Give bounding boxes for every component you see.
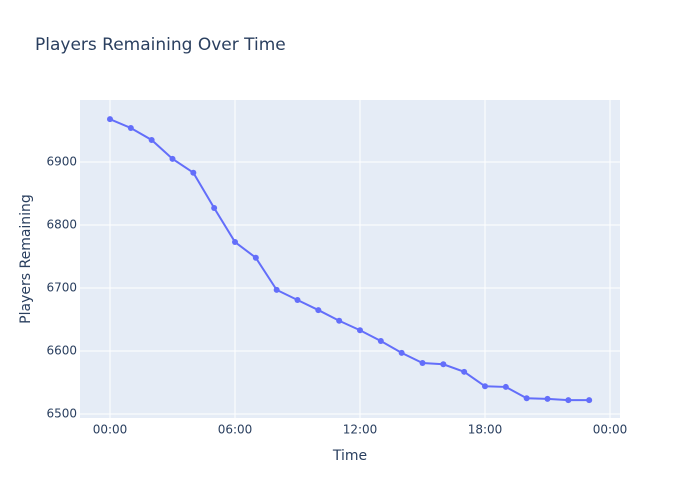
- x-tick-label: 18:00: [468, 423, 503, 437]
- y-axis-label: Players Remaining: [18, 194, 34, 324]
- data-point: [107, 116, 113, 123]
- y-tick-label: 6500: [46, 407, 77, 421]
- data-point: [482, 383, 488, 390]
- data-point: [502, 383, 509, 390]
- y-tick-label: 6700: [46, 281, 77, 295]
- data-point: [336, 317, 343, 324]
- data-point: [544, 395, 551, 402]
- x-tick-label: 12:00: [343, 423, 378, 437]
- data-point: [523, 395, 530, 402]
- data-point: [211, 204, 218, 211]
- data-point: [252, 254, 259, 261]
- data-point: [565, 397, 572, 404]
- data-line: [109, 118, 590, 402]
- x-tick-label: 00:00: [593, 423, 628, 437]
- y-tick-label: 6600: [46, 344, 77, 358]
- data-point: [169, 155, 176, 162]
- data-point: [419, 359, 426, 366]
- data-point: [586, 397, 593, 404]
- data-point: [190, 169, 197, 176]
- data-point: [232, 239, 238, 246]
- chart-title: Players Remaining Over Time: [35, 35, 286, 55]
- data-point: [398, 349, 405, 356]
- data-point: [377, 337, 384, 344]
- data-point: [148, 136, 155, 143]
- x-tick-label: 00:00: [93, 423, 128, 437]
- data-point: [440, 361, 447, 368]
- data-point: [294, 296, 301, 303]
- x-tick-label: 06:00: [218, 423, 253, 437]
- plot-area: [80, 100, 620, 418]
- data-point: [315, 307, 322, 314]
- y-tick-label: 6800: [46, 218, 77, 232]
- data-point: [461, 368, 468, 375]
- data-point: [273, 286, 280, 293]
- y-tick-label: 6900: [46, 154, 77, 168]
- data-point: [127, 124, 134, 131]
- x-axis-label: Time: [332, 448, 367, 464]
- data-point: [357, 327, 363, 334]
